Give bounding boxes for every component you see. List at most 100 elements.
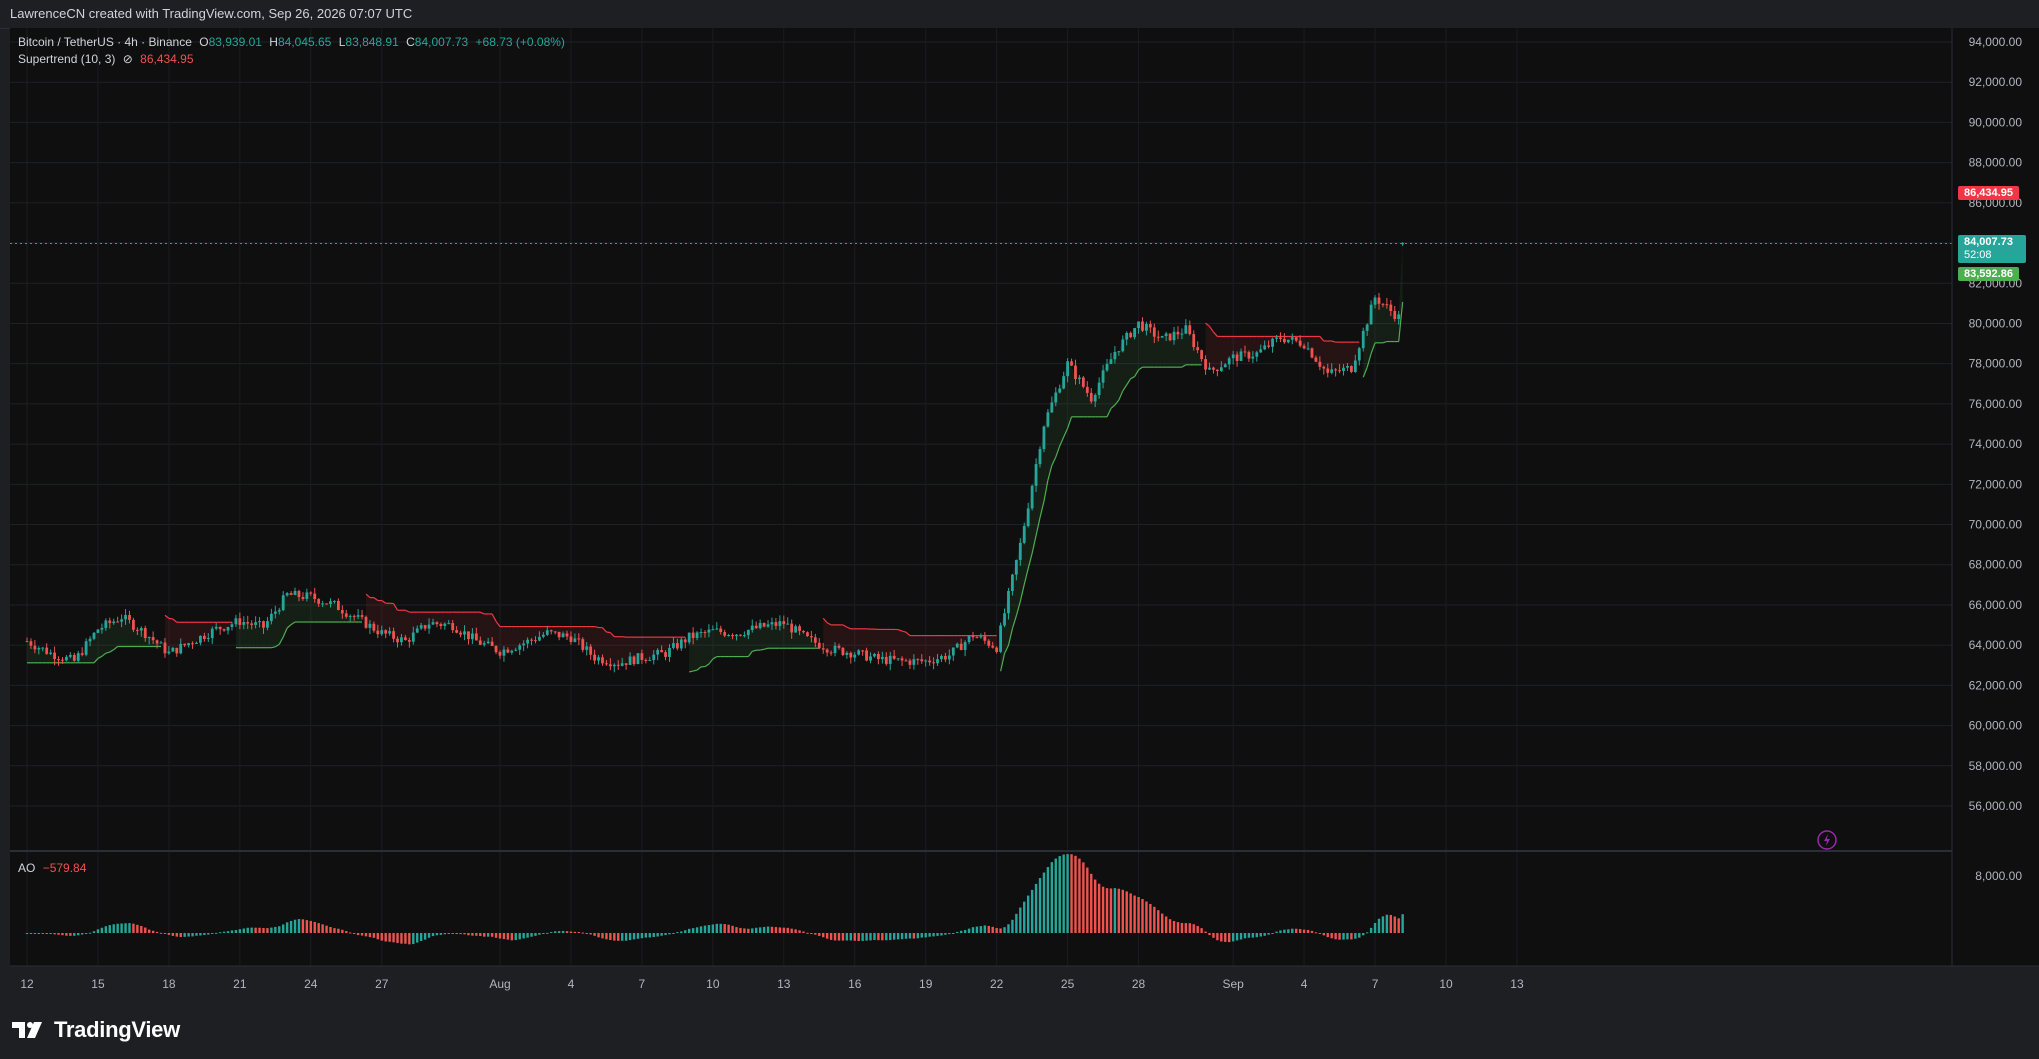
candle-body bbox=[372, 623, 376, 631]
candle-body bbox=[711, 629, 715, 631]
ao-bar bbox=[419, 933, 423, 941]
candle-body bbox=[699, 632, 703, 634]
candle-body bbox=[703, 632, 707, 634]
candle-body bbox=[510, 650, 514, 653]
ao-bar bbox=[932, 933, 935, 937]
supertrend-fill-segment bbox=[693, 632, 698, 672]
ao-bar bbox=[810, 933, 813, 934]
supertrend-segment bbox=[1039, 501, 1045, 518]
candle-body bbox=[880, 656, 884, 660]
ao-bar bbox=[92, 931, 96, 933]
ao-bar bbox=[57, 933, 60, 935]
ao-bar bbox=[1259, 933, 1262, 937]
ao-bar bbox=[530, 933, 533, 937]
ao-bar bbox=[1026, 895, 1030, 933]
candle-body bbox=[668, 647, 671, 657]
supertrend-segment bbox=[172, 618, 178, 623]
candle-body bbox=[581, 639, 585, 650]
candle-body bbox=[798, 626, 801, 631]
ao-bar bbox=[459, 933, 462, 935]
ao-bar bbox=[510, 933, 514, 941]
ao-bar bbox=[1062, 854, 1065, 933]
ao-bar bbox=[349, 932, 352, 934]
ao-bar bbox=[747, 928, 750, 933]
low-value: 83,848.91 bbox=[345, 35, 399, 49]
supertrend-fill-segment bbox=[314, 599, 319, 623]
ao-bar bbox=[1082, 862, 1085, 933]
ao-bar bbox=[53, 933, 56, 935]
supertrend-fill-segment bbox=[787, 623, 792, 649]
supertrend-fill-segment bbox=[1347, 342, 1352, 372]
indicator-title[interactable]: Supertrend (10, 3) bbox=[18, 52, 116, 66]
candle-body bbox=[695, 632, 699, 638]
candle-body bbox=[920, 659, 924, 662]
ao-bar bbox=[956, 931, 959, 933]
lightning-icon[interactable] bbox=[1817, 830, 1837, 850]
ao-bar bbox=[1168, 919, 1172, 933]
candle-body bbox=[1176, 331, 1180, 335]
supertrend-fill-segment bbox=[247, 623, 252, 648]
supertrend-fill-segment bbox=[649, 637, 654, 660]
supertrend-fill-segment bbox=[413, 612, 418, 633]
supertrend-upper-tag: 86,434.95 bbox=[1958, 186, 2019, 200]
supertrend-fill-segment bbox=[842, 624, 847, 655]
supertrend-fill-segment bbox=[1205, 323, 1210, 370]
ao-bar bbox=[703, 925, 707, 933]
candle-body bbox=[1196, 347, 1200, 351]
ao-bar bbox=[983, 925, 987, 933]
supertrend-fill-segment bbox=[1130, 328, 1135, 379]
supertrend-fill-segment bbox=[369, 597, 374, 631]
candle-body bbox=[1271, 338, 1274, 347]
candle-body bbox=[853, 654, 857, 658]
supertrend-segment bbox=[689, 670, 694, 673]
ao-bar bbox=[1298, 929, 1302, 933]
candle-body bbox=[691, 632, 695, 638]
candle-body bbox=[1282, 338, 1286, 343]
supertrend-fill-segment bbox=[401, 610, 406, 641]
ao-bar bbox=[1153, 906, 1156, 933]
ao-title[interactable]: AO bbox=[18, 861, 36, 875]
ao-bar bbox=[1038, 878, 1042, 933]
candle-body bbox=[616, 664, 620, 666]
symbol-title[interactable]: Bitcoin / TetherUS · 4h · Binance bbox=[18, 35, 192, 49]
supertrend-fill-segment bbox=[141, 628, 146, 647]
candle-body bbox=[471, 633, 474, 640]
supertrend-fill-segment bbox=[425, 612, 430, 629]
candle-body bbox=[258, 621, 261, 623]
supertrend-fill-segment bbox=[1083, 386, 1088, 417]
ao-bar bbox=[1157, 910, 1160, 933]
ao-bar bbox=[786, 927, 789, 933]
candle-body bbox=[506, 649, 510, 653]
supertrend-fill-segment bbox=[1114, 351, 1119, 405]
ao-bar bbox=[691, 928, 695, 933]
candle-body bbox=[1148, 324, 1152, 328]
ao-bar bbox=[427, 933, 431, 938]
supertrend-fill-segment bbox=[803, 632, 808, 649]
candle-body bbox=[833, 645, 837, 653]
ao-bar bbox=[329, 927, 332, 933]
supertrend-fill-segment bbox=[1189, 334, 1194, 365]
ao-bar bbox=[1164, 916, 1168, 933]
ao-bar bbox=[1019, 907, 1022, 933]
ao-bar bbox=[1137, 897, 1140, 933]
ao-bar bbox=[226, 931, 230, 933]
ao-bar bbox=[1180, 922, 1184, 933]
time-tick-label: 24 bbox=[304, 977, 318, 991]
supertrend-fill-segment bbox=[921, 635, 926, 662]
candle-body bbox=[967, 635, 971, 643]
eye-off-icon[interactable]: ⊘ bbox=[122, 52, 133, 66]
supertrend-segment bbox=[1122, 384, 1128, 392]
supertrend-fill-segment bbox=[1162, 333, 1167, 368]
ao-bar bbox=[128, 923, 131, 933]
tradingview-logo[interactable]: TradingView bbox=[12, 1016, 180, 1044]
ao-bar bbox=[924, 933, 927, 938]
supertrend-fill-segment bbox=[42, 647, 47, 663]
ao-bar bbox=[1295, 928, 1298, 933]
supertrend-fill-segment bbox=[614, 636, 619, 666]
candle-body bbox=[715, 628, 719, 630]
ao-bar bbox=[309, 920, 312, 933]
candle-body bbox=[76, 653, 80, 661]
supertrend-segment bbox=[1205, 322, 1210, 327]
candle-body bbox=[1223, 364, 1227, 368]
